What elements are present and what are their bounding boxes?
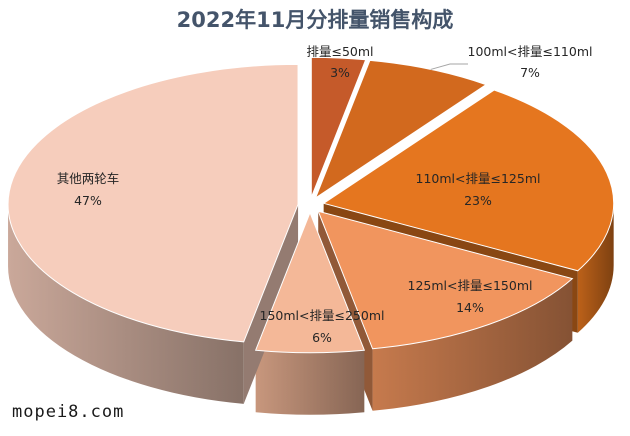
leader-lines [430,63,468,70]
pie-side-4 [255,350,365,415]
slice-label-5: 其他两轮车 [57,171,120,186]
slice-value-3: 14% [456,300,484,315]
pie-slice-2 [322,89,615,272]
pie-slice-1 [314,59,488,200]
leader-line-1 [430,63,468,70]
slice-value-5: 47% [74,193,102,208]
slice-value-1: 7% [520,65,540,80]
pie-tops [7,56,615,354]
slice-label-4: 150ml<排量≤250ml [260,308,385,323]
slice-label-2: 110ml<排量≤125ml [416,171,541,186]
slice-value-4: 6% [312,330,332,345]
slice-label-1: 100ml<排量≤110ml [468,44,593,59]
slice-labels: 排量≤50ml 3% 100ml<排量≤110ml 7% 110ml<排量≤125ml 2… [57,44,593,345]
pie-slice-3 [317,210,574,350]
pie-side-3 [372,278,573,411]
pie-slice-0 [310,56,367,198]
pie-cut-5-0 [243,204,299,404]
pie-side-5 [8,204,244,404]
watermark: mopei8.com [12,402,125,422]
slice-label-3: 125ml<排量≤150ml [408,278,533,293]
pie-side-2 [577,203,614,333]
chart-title: 2022年11月分排量销售构成 [176,8,454,32]
slice-label-0: 排量≤50ml [306,44,373,59]
slice-value-2: 23% [464,193,492,208]
slice-value-0: 3% [330,65,350,80]
pie-slice-5 [7,63,299,343]
pie-slice-4 [254,211,366,354]
